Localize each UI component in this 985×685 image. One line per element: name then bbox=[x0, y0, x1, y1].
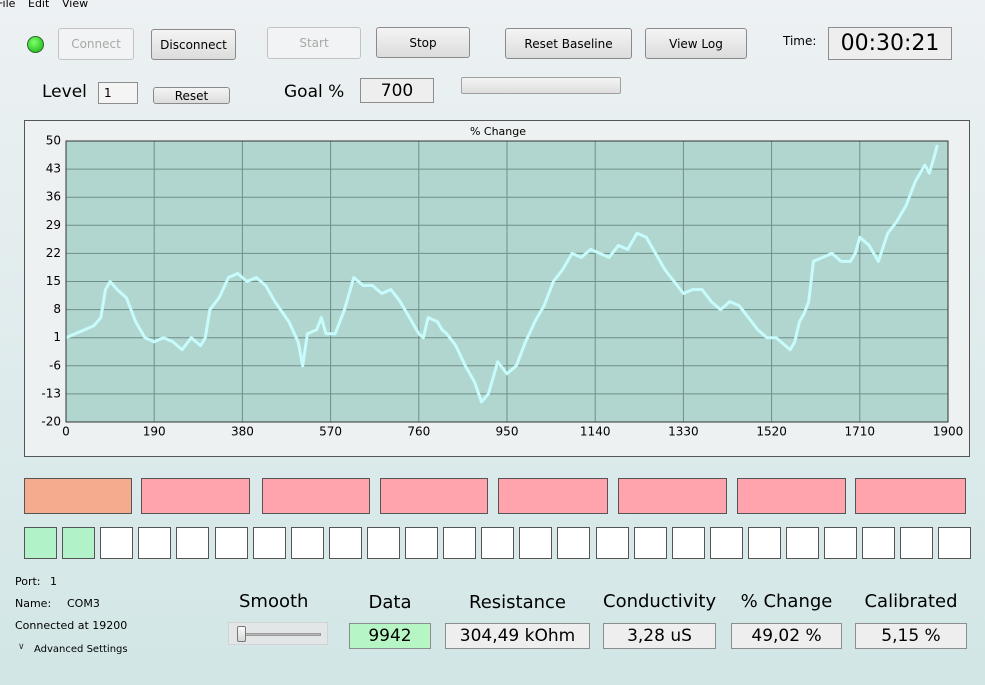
step-box bbox=[253, 527, 286, 559]
step-box bbox=[481, 527, 514, 559]
x-tick-label: 1520 bbox=[756, 425, 787, 439]
y-tick-label: 29 bbox=[46, 218, 61, 232]
y-tick-label: -20 bbox=[41, 415, 61, 429]
x-tick-label: 950 bbox=[496, 425, 519, 439]
connection-status: Connected at 19200 bbox=[15, 619, 128, 632]
x-tick-label: 190 bbox=[143, 425, 166, 439]
y-tick-label: 43 bbox=[46, 162, 61, 176]
port-label: Port: bbox=[15, 575, 41, 588]
menu-view[interactable]: View bbox=[62, 0, 89, 10]
progress-bar bbox=[461, 77, 621, 94]
resistance-label: Resistance bbox=[469, 592, 566, 613]
chart-title: % Change bbox=[470, 125, 526, 138]
level-block bbox=[141, 478, 250, 514]
y-tick-label: 1 bbox=[53, 330, 61, 344]
level-block bbox=[380, 478, 488, 514]
x-tick-label: 1900 bbox=[933, 425, 964, 439]
step-box bbox=[710, 527, 743, 559]
step-box bbox=[786, 527, 819, 559]
resistance-value: 304,49 kOhm bbox=[445, 623, 590, 649]
step-box bbox=[443, 527, 476, 559]
y-tick-label: 15 bbox=[46, 274, 61, 288]
step-box bbox=[634, 527, 667, 559]
slider-thumb[interactable] bbox=[237, 626, 246, 642]
step-box bbox=[596, 527, 629, 559]
level-block bbox=[855, 478, 966, 514]
connect-button[interactable]: Connect bbox=[58, 28, 134, 60]
step-box bbox=[862, 527, 895, 559]
conductivity-value: 3,28 uS bbox=[603, 623, 716, 649]
time-label: Time: bbox=[783, 34, 817, 48]
level-block bbox=[618, 478, 727, 514]
chart: % Change 50 43 36 29 22 15 8 1 -6 -13 -200 190 380 57… bbox=[24, 120, 970, 457]
name-label: Name: bbox=[15, 597, 52, 610]
smooth-slider[interactable] bbox=[228, 622, 328, 645]
menu-file[interactable]: File bbox=[0, 0, 16, 10]
data-line bbox=[65, 144, 939, 404]
step-box bbox=[329, 527, 362, 559]
start-button[interactable]: Start bbox=[267, 27, 361, 59]
step-box bbox=[519, 527, 552, 559]
step-box bbox=[824, 527, 857, 559]
step-box bbox=[176, 527, 209, 559]
x-tick-label: 570 bbox=[319, 425, 342, 439]
step-box bbox=[405, 527, 438, 559]
y-tick-label: 50 bbox=[46, 134, 61, 148]
step-box bbox=[557, 527, 590, 559]
x-tick-label: 760 bbox=[407, 425, 430, 439]
goal-label: Goal % bbox=[284, 82, 345, 102]
data-value: 9942 bbox=[349, 623, 431, 649]
name-value: COM3 bbox=[67, 597, 100, 610]
step-box bbox=[672, 527, 705, 559]
menu-edit[interactable]: Edit bbox=[28, 0, 50, 10]
change-label: % Change bbox=[740, 591, 833, 612]
y-tick-label: 36 bbox=[46, 190, 61, 204]
smooth-label: Smooth bbox=[239, 591, 309, 612]
step-box bbox=[215, 527, 248, 559]
step-box bbox=[938, 527, 971, 559]
step-box bbox=[100, 527, 133, 559]
x-tick-label: 1140 bbox=[580, 425, 611, 439]
step-box bbox=[367, 527, 400, 559]
step-box bbox=[748, 527, 781, 559]
step-box bbox=[62, 527, 95, 559]
change-value: 49,02 % bbox=[731, 623, 842, 649]
calibrated-value: 5,15 % bbox=[855, 623, 967, 649]
expand-icon[interactable]: ∨ bbox=[18, 642, 25, 652]
level-reset-button[interactable]: Reset bbox=[153, 87, 230, 104]
conductivity-label: Conductivity bbox=[603, 591, 717, 612]
time-display: 00:30:21 bbox=[828, 27, 952, 60]
goal-display: 700 bbox=[360, 78, 434, 103]
level-block bbox=[498, 478, 608, 514]
x-tick-label: 1710 bbox=[845, 425, 876, 439]
data-label: Data bbox=[368, 592, 412, 613]
step-box bbox=[291, 527, 324, 559]
y-tick-label: 8 bbox=[53, 302, 61, 316]
y-tick-label: 22 bbox=[46, 246, 61, 260]
stop-button[interactable]: Stop bbox=[376, 27, 470, 58]
level-block bbox=[24, 478, 132, 514]
x-tick-label: 380 bbox=[231, 425, 254, 439]
port-value: 1 bbox=[50, 575, 57, 588]
level-label: Level bbox=[42, 82, 87, 102]
advanced-settings[interactable]: Advanced Settings bbox=[34, 644, 128, 655]
level-input[interactable]: 1 bbox=[98, 82, 138, 104]
step-box bbox=[900, 527, 933, 559]
calibrated-label: Calibrated bbox=[864, 591, 958, 612]
status-led bbox=[27, 36, 44, 53]
x-tick-label: 0 bbox=[62, 425, 70, 439]
level-block bbox=[737, 478, 846, 514]
reset-baseline-button[interactable]: Reset Baseline bbox=[505, 28, 632, 59]
level-block bbox=[262, 478, 370, 514]
step-box bbox=[138, 527, 171, 559]
x-tick-label: 1330 bbox=[668, 425, 699, 439]
y-tick-label: -13 bbox=[41, 386, 61, 400]
step-box bbox=[24, 527, 57, 559]
disconnect-button[interactable]: Disconnect bbox=[151, 29, 236, 60]
y-tick-label: -6 bbox=[49, 358, 61, 372]
view-log-button[interactable]: View Log bbox=[645, 28, 747, 59]
plot-border bbox=[65, 140, 949, 423]
